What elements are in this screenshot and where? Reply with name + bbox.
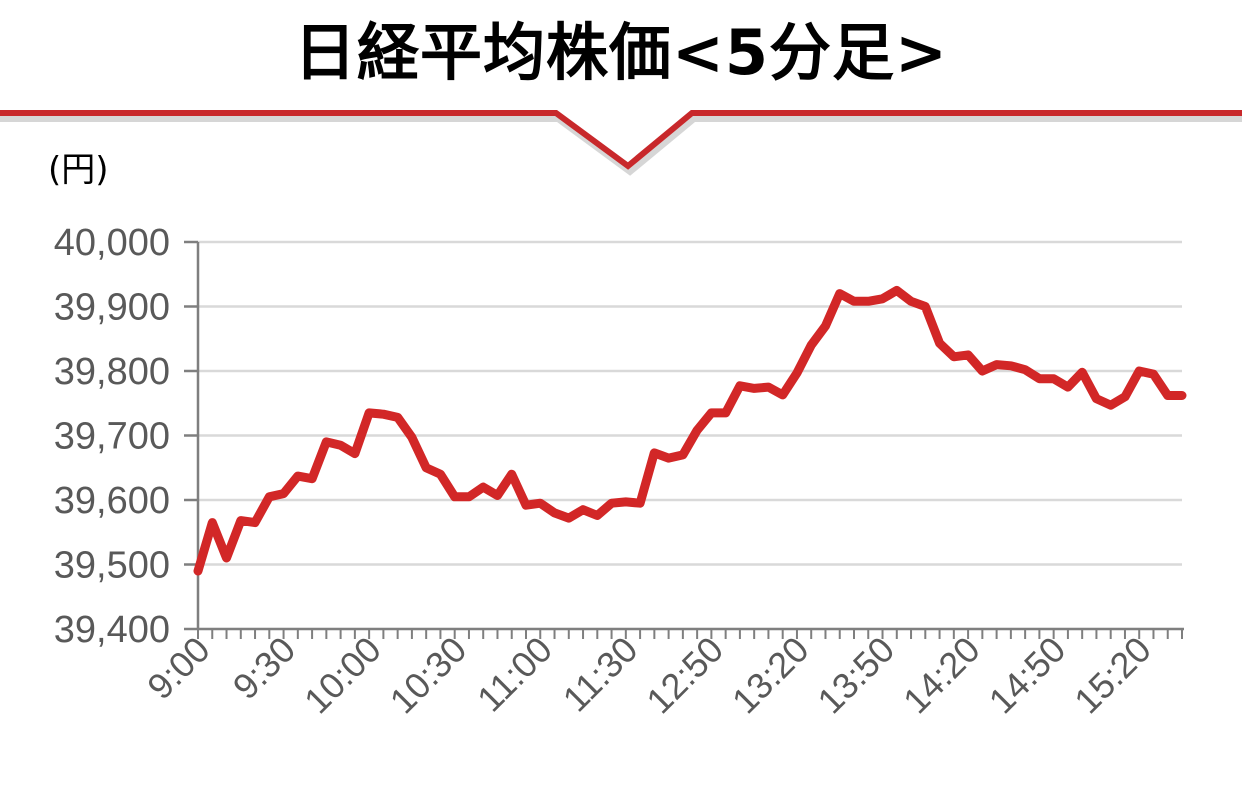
x-tick-label: 14:50 — [981, 629, 1074, 722]
x-tick-label: 10:00 — [296, 629, 389, 722]
y-tick-label: 39,500 — [54, 545, 170, 587]
x-tick-label: 10:30 — [382, 629, 475, 722]
x-tick-label: 11:30 — [555, 629, 646, 720]
x-tick-label: 14:20 — [895, 629, 988, 722]
y-axis-unit-label: (円) — [48, 150, 109, 190]
y-tick-label: 39,800 — [54, 351, 170, 393]
series-line — [193, 285, 1187, 576]
header-underline — [0, 110, 1242, 170]
x-tick-label: 9:30 — [225, 629, 304, 708]
series-group — [193, 285, 1187, 576]
gridlines — [198, 240, 1182, 566]
y-tick-label: 39,900 — [54, 287, 170, 329]
x-tick-labels: 9:00 9:3010:0010:3011:0011:3012:5013:2013… — [139, 629, 1159, 722]
x-tick-label: 11:00 — [469, 629, 560, 720]
x-tick-label: 12:50 — [638, 629, 731, 722]
x-tick-label: 13:50 — [809, 629, 902, 722]
y-tick-labels: 40,000 39,900 39,800 39,700 39,600 39,500 39,4… — [54, 222, 170, 651]
header-underline-shadow — [0, 116, 1242, 176]
x-tick-label: 15:20 — [1066, 629, 1159, 722]
x-tick-label: 13:20 — [724, 629, 817, 722]
header-banner — [0, 110, 1242, 176]
chart-title: 日経平均株価<5分足> — [293, 16, 949, 89]
y-tick-label: 39,700 — [54, 416, 170, 458]
y-tick-label: 40,000 — [54, 222, 170, 264]
y-tick-label: 39,400 — [54, 609, 170, 651]
y-tick-label: 39,600 — [54, 480, 170, 522]
